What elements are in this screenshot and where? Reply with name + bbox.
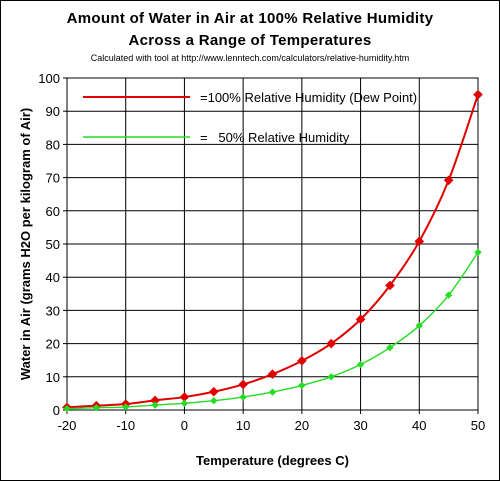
x-tick-label: 20 bbox=[295, 418, 309, 433]
data-point bbox=[122, 403, 130, 411]
data-point bbox=[238, 379, 248, 390]
data-point bbox=[267, 369, 278, 379]
x-tick-label: 10 bbox=[236, 418, 250, 433]
data-point bbox=[151, 401, 159, 409]
data-point bbox=[150, 395, 160, 406]
y-tick-label: 20 bbox=[46, 337, 60, 352]
y-tick-label: 90 bbox=[46, 104, 60, 119]
data-point bbox=[414, 236, 425, 247]
x-axis-label: Temperature (degrees C) bbox=[196, 453, 349, 468]
y-tick-label: 30 bbox=[46, 303, 60, 318]
data-point bbox=[63, 404, 71, 413]
chart-title-line-2: Across a Range of Temperatures bbox=[128, 32, 372, 49]
data-point bbox=[386, 343, 394, 352]
data-point bbox=[210, 397, 218, 405]
data-point bbox=[327, 373, 335, 381]
x-tick-label: 40 bbox=[412, 418, 426, 433]
y-tick-label: 10 bbox=[46, 370, 60, 385]
data-point bbox=[415, 321, 423, 330]
y-tick-label: 70 bbox=[46, 171, 60, 186]
x-tick-label: 50 bbox=[471, 418, 485, 433]
series-line bbox=[66, 251, 479, 410]
data-point bbox=[297, 356, 307, 366]
chart-title-line-1: Amount of Water in Air at 100% Relative … bbox=[66, 10, 434, 27]
data-point bbox=[180, 399, 189, 408]
data-point bbox=[355, 314, 366, 325]
legend-label-2: = 50% Relative Humidity bbox=[200, 130, 350, 145]
data-point bbox=[208, 386, 219, 397]
x-tick-label: 30 bbox=[353, 418, 367, 433]
series-layer bbox=[62, 89, 483, 413]
legend-label-1: =100% Relative Humidity (Dew Point) bbox=[200, 90, 417, 105]
data-point bbox=[268, 388, 277, 396]
gridlines bbox=[66, 77, 479, 411]
y-tick-label: 0 bbox=[53, 403, 60, 418]
data-point bbox=[356, 360, 365, 369]
data-point bbox=[298, 381, 306, 390]
data-point bbox=[443, 175, 454, 186]
y-tick-label: 60 bbox=[46, 204, 60, 219]
x-tick-labels: -20 -10 0 10 20 30 40 50 bbox=[58, 418, 486, 433]
x-tick-label: -10 bbox=[116, 418, 135, 433]
y-tick-label: 50 bbox=[46, 237, 60, 252]
y-tick-labels: 0 10 20 30 40 50 60 70 80 90 100 bbox=[38, 71, 60, 418]
y-axis-label: Water in Air (grams H2O per kilogram of … bbox=[18, 108, 33, 380]
data-point bbox=[444, 291, 453, 299]
data-point bbox=[92, 403, 101, 412]
y-tick-label: 80 bbox=[46, 137, 60, 152]
series-2 bbox=[63, 248, 482, 413]
x-tick-label: -20 bbox=[58, 418, 77, 433]
y-tick-label: 100 bbox=[38, 71, 60, 86]
data-point bbox=[474, 248, 482, 256]
data-point bbox=[239, 393, 247, 401]
x-tick-label: 0 bbox=[181, 418, 188, 433]
y-tick-label: 40 bbox=[46, 270, 60, 285]
chart-subtitle: Calculated with tool at http://www.lennt… bbox=[90, 53, 410, 63]
legend: =100% Relative Humidity (Dew Point) = 50%… bbox=[83, 90, 417, 145]
data-point bbox=[473, 89, 483, 100]
